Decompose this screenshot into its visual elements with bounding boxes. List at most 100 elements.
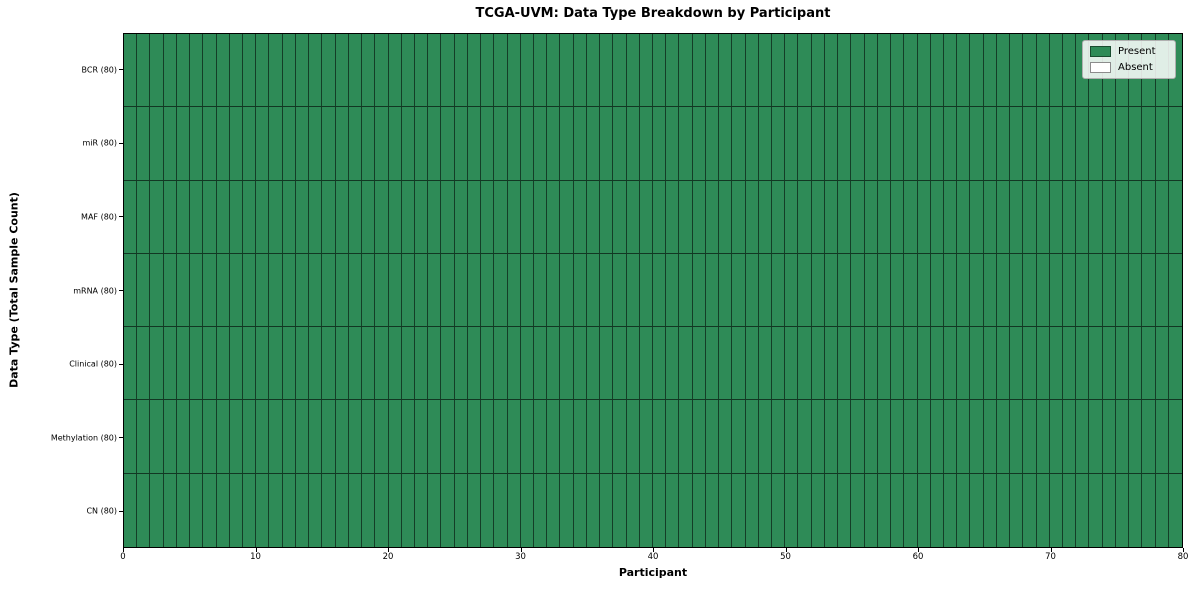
- heatmap-cell: [256, 473, 270, 547]
- heatmap-cell: [1155, 180, 1169, 253]
- x-tick-mark: [388, 548, 389, 552]
- heatmap-cell: [1076, 400, 1090, 473]
- heatmap-cell: [891, 327, 905, 400]
- heatmap-cell: [758, 400, 773, 473]
- heatmap-cell: [454, 400, 468, 473]
- heatmap-cell: [362, 327, 376, 400]
- heatmap-cell: [176, 253, 191, 327]
- heatmap-cell: [282, 327, 296, 400]
- heatmap-cell: [547, 473, 561, 547]
- heatmap-cell: [269, 400, 283, 473]
- heatmap-cell: [507, 473, 521, 547]
- heatmap-cell: [229, 253, 244, 327]
- heatmap-cell: [983, 473, 997, 547]
- heatmap-cell: [428, 473, 442, 547]
- heatmap-cell: [322, 400, 336, 473]
- heatmap-cell: [1142, 327, 1156, 400]
- heatmap-cell: [441, 107, 455, 180]
- heatmap-cell: [547, 327, 561, 400]
- heatmap-cell: [322, 253, 336, 327]
- heatmap-cell: [785, 400, 799, 473]
- heatmap-cell: [520, 107, 534, 180]
- heatmap-cell: [877, 107, 892, 180]
- heatmap-cell: [335, 34, 349, 107]
- heatmap-cell: [362, 107, 376, 180]
- heatmap-cell: [1023, 253, 1037, 327]
- heatmap-cell: [653, 400, 667, 473]
- heatmap-cell: [586, 327, 601, 400]
- heatmap-cell: [957, 327, 971, 400]
- heatmap-cell: [560, 253, 574, 327]
- heatmap-cell: [586, 473, 601, 547]
- heatmap-cell: [626, 327, 640, 400]
- heatmap-cell: [705, 107, 720, 180]
- heatmap-cell: [824, 107, 839, 180]
- heatmap-cell: [573, 400, 587, 473]
- heatmap-cell: [970, 180, 984, 253]
- heatmap-cell: [322, 473, 336, 547]
- heatmap-cell: [481, 327, 495, 400]
- heatmap-cell: [454, 473, 468, 547]
- heatmap-cell: [163, 253, 177, 327]
- heatmap-row: [124, 473, 1182, 547]
- x-tick-label: 0: [120, 552, 126, 562]
- heatmap-cell: [322, 180, 336, 253]
- heatmap-cell: [375, 400, 389, 473]
- heatmap-cell: [904, 180, 918, 253]
- y-tick-label: Methylation (80): [50, 433, 117, 443]
- heatmap-cell: [1142, 400, 1156, 473]
- heatmap-cell: [190, 107, 204, 180]
- heatmap-cell: [838, 327, 852, 400]
- x-tick-label: 20: [382, 552, 394, 562]
- heatmap-cell: [163, 327, 177, 400]
- heatmap-cell: [824, 253, 839, 327]
- y-tick-label: CN (80): [86, 506, 117, 516]
- heatmap-cell: [348, 400, 363, 473]
- heatmap-cell: [904, 473, 918, 547]
- heatmap-cell: [401, 327, 415, 400]
- heatmap-cell: [507, 180, 521, 253]
- heatmap-cell: [507, 107, 521, 180]
- heatmap-cell: [732, 107, 746, 180]
- heatmap-cell: [864, 180, 878, 253]
- heatmap-cell: [600, 473, 614, 547]
- heatmap-cell: [229, 34, 244, 107]
- y-tick-mark: [119, 437, 123, 439]
- heatmap-cell: [1129, 400, 1143, 473]
- heatmap-cell: [203, 327, 217, 400]
- heatmap-cell: [533, 107, 548, 180]
- heatmap-cell: [930, 107, 944, 180]
- heatmap-cell: [719, 180, 733, 253]
- y-tick-mark: [119, 363, 123, 365]
- heatmap-cell: [560, 400, 574, 473]
- heatmap-cell: [428, 253, 442, 327]
- heatmap-cell: [838, 180, 852, 253]
- heatmap-cell: [150, 327, 164, 400]
- heatmap-cell: [719, 253, 733, 327]
- x-tick-mark: [520, 548, 522, 552]
- heatmap-cell: [124, 253, 138, 327]
- heatmap-cell: [137, 253, 151, 327]
- heatmap-cell: [375, 327, 389, 400]
- heatmap-cell: [348, 473, 363, 547]
- heatmap-cell: [1089, 107, 1103, 180]
- heatmap-cell: [1023, 473, 1037, 547]
- heatmap-cell: [891, 253, 905, 327]
- heatmap-cell: [467, 34, 482, 107]
- heatmap-cell: [176, 34, 191, 107]
- heatmap-cell: [533, 400, 548, 473]
- x-tick-mark: [1050, 548, 1052, 552]
- heatmap-cell: [467, 253, 482, 327]
- heatmap-row: [124, 107, 1182, 181]
- heatmap-row: [124, 253, 1182, 328]
- heatmap-cell: [692, 400, 706, 473]
- heatmap-cell: [1102, 327, 1116, 400]
- y-tick-label: Clinical (80): [69, 359, 117, 369]
- heatmap-cell: [335, 473, 349, 547]
- heatmap-cell: [229, 400, 244, 473]
- heatmap-cell: [163, 34, 177, 107]
- heatmap-cell: [190, 400, 204, 473]
- heatmap-cell: [798, 400, 812, 473]
- heatmap-cell: [494, 107, 508, 180]
- heatmap-cell: [150, 473, 164, 547]
